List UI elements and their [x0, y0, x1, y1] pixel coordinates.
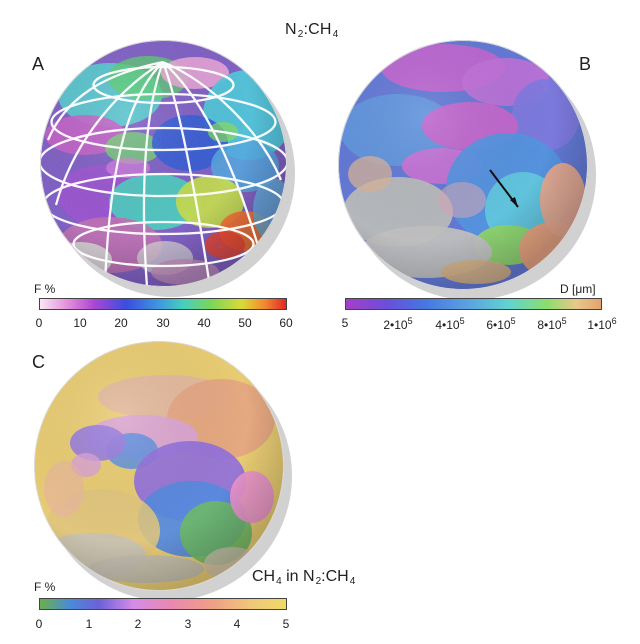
legend-c-caption-in: in N: [281, 568, 315, 585]
legend-c-tick-0: 0: [35, 617, 43, 631]
legend-c-label: F %: [34, 580, 56, 594]
legend-a-tick-4: 40: [197, 316, 211, 330]
title-ch: :CH: [303, 21, 332, 38]
figure-title: N2:CH4: [285, 21, 338, 40]
legend-c-caption-ch-sub: 4: [276, 576, 282, 587]
legend-c-caption: CH4 in N2:CH4: [252, 568, 355, 587]
legend-b-tick-4: 8•105: [537, 316, 566, 332]
globe-c-map: [34, 341, 284, 591]
legend-c-tick-4: 4: [233, 617, 241, 631]
legend-a-tick-3: 30: [156, 316, 170, 330]
legend-c-colorbar: [39, 598, 287, 610]
legend-b-tick-1-exp: 5: [407, 316, 413, 326]
legend-b-tick-5: 1•106: [587, 316, 616, 332]
legend-c-tick-2: 2: [134, 617, 142, 631]
panel-label-b: B: [579, 54, 592, 74]
legend-b-tick-3: 6•105: [486, 316, 515, 332]
legend-c-caption-ch2: :CH: [321, 568, 349, 585]
legend-a-tick-0: 0: [35, 316, 43, 330]
globe-a-map: [40, 40, 287, 287]
legend-c-caption-ch2-sub: 4: [349, 576, 356, 587]
legend-b-tick-1: 2•105: [383, 316, 412, 332]
globe-c: [34, 341, 284, 591]
legend-c-tick-1: 1: [85, 617, 93, 631]
legend-b-colorbar: [345, 298, 602, 310]
legend-b-tick-2-text: 4•10: [435, 318, 460, 332]
title-n-subscript: 2: [297, 29, 304, 40]
globe-a: [40, 40, 287, 287]
legend-b-tick-1-text: 2•10: [383, 318, 408, 332]
legend-b-tick-5-text: 1•10: [587, 318, 612, 332]
legend-a-tick-6: 60: [279, 316, 293, 330]
globe-b-map: [338, 40, 588, 290]
legend-c-tick-5: 5: [282, 617, 290, 631]
legend-a-tick-5: 50: [238, 316, 252, 330]
legend-b-tick-2: 4•105: [435, 316, 464, 332]
legend-a-tick-2: 20: [114, 316, 128, 330]
legend-c-caption-n-sub: 2: [315, 576, 322, 587]
legend-b-tick-0-text: 5: [341, 316, 349, 330]
legend-a-tick-1: 10: [73, 316, 87, 330]
legend-b-tick-2-exp: 5: [459, 316, 465, 326]
legend-b-tick-3-exp: 5: [510, 316, 516, 326]
legend-b-tick-4-text: 8•10: [537, 318, 562, 332]
legend-a-colorbar: [39, 298, 287, 310]
panel-label-a: A: [32, 54, 45, 74]
legend-b-tick-4-exp: 5: [561, 316, 567, 326]
legend-b-tick-3-text: 6•10: [486, 318, 511, 332]
legend-c-caption-ch: CH: [252, 568, 276, 585]
title-n: N: [285, 21, 297, 38]
legend-c-tick-3: 3: [184, 617, 192, 631]
legend-a-label: F %: [34, 282, 56, 296]
panel-label-c: C: [32, 352, 45, 372]
legend-b-tick-0: 5: [342, 316, 349, 330]
legend-b-tick-5-exp: 6: [611, 316, 617, 326]
legend-b-label: D [μm]: [560, 282, 596, 296]
globe-b: [338, 40, 588, 290]
title-ch-subscript: 4: [332, 29, 339, 40]
